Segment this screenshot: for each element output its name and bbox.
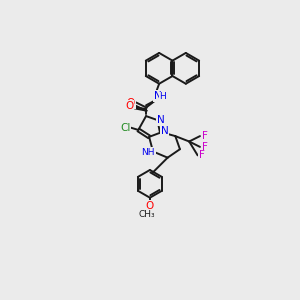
Text: F: F [202, 142, 208, 152]
Text: O: O [145, 201, 153, 211]
Text: H: H [160, 92, 167, 101]
Text: O: O [125, 101, 133, 111]
Text: F: F [202, 131, 208, 141]
Text: N: N [157, 115, 165, 125]
Text: CH₃: CH₃ [139, 210, 155, 219]
Text: N: N [154, 91, 161, 101]
Text: NH: NH [142, 148, 155, 157]
Text: N: N [161, 127, 168, 136]
Text: Cl: Cl [120, 123, 130, 133]
Text: O: O [127, 98, 135, 108]
Text: F: F [199, 150, 205, 160]
